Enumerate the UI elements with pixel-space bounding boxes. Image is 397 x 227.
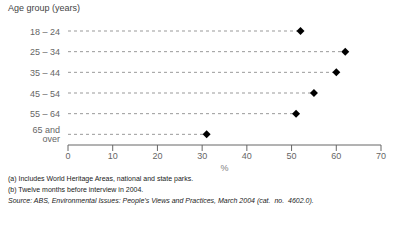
svg-text:10: 10 [108,151,118,161]
svg-text:25 – 34: 25 – 34 [30,47,60,57]
svg-text:65 andover: 65 andover [32,125,60,144]
html-text:(b) Twelve months before inter: (b) Twelve months before interview in 20… [8,186,144,193]
html-text:Source: ABS, Environmental Iss: Source: ABS, Environmental Issues: Peopl… [8,197,314,204]
svg-text:55 – 64: 55 – 64 [30,109,60,119]
svg-text:70: 70 [376,151,386,161]
svg-text:60: 60 [331,151,341,161]
svg-text:50: 50 [287,151,297,161]
svg-text:20: 20 [152,151,162,161]
svg-text:30: 30 [197,151,207,161]
svg-text:45 – 54: 45 – 54 [30,89,60,99]
svg-text:40: 40 [242,151,252,161]
svg-text:18 – 24: 18 – 24 [30,27,60,37]
svg-text:%: % [220,163,228,173]
html-text:Age group (years): Age group (years) [8,3,80,13]
html-text:(a) Includes World Heritage Ar: (a) Includes World Heritage Areas, natio… [8,175,194,182]
svg-text:35 – 44: 35 – 44 [30,68,60,78]
svg-text:0: 0 [65,151,70,161]
